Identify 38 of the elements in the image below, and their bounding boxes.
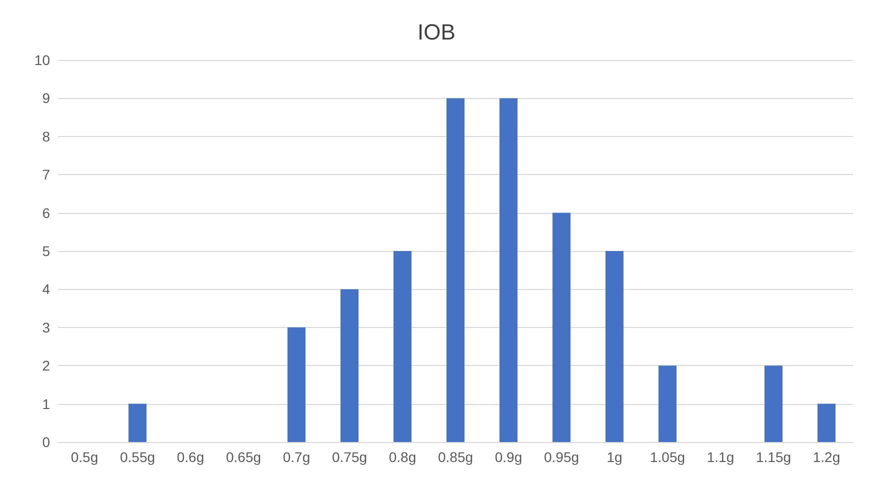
y-tick-label: 2 <box>42 358 50 374</box>
y-tick-label: 10 <box>34 52 50 68</box>
bar <box>658 366 677 442</box>
bar <box>340 289 359 442</box>
x-tick-label: 1g <box>606 449 622 465</box>
bar <box>605 251 624 442</box>
x-tick-label: 0.7g <box>282 449 310 465</box>
bar <box>499 98 518 442</box>
y-tick-label: 6 <box>42 204 50 221</box>
y-tick-label: 8 <box>42 128 50 144</box>
x-tick-label: 1.05g <box>650 449 686 465</box>
bar <box>393 251 412 442</box>
y-tick-label: 1 <box>42 396 50 412</box>
x-tick-label: 0.75g <box>332 449 368 465</box>
y-tick-label: 4 <box>42 281 50 298</box>
x-tick-label: 0.55g <box>120 449 156 465</box>
x-tick-label: 0.5g <box>70 449 98 465</box>
bar <box>446 98 465 442</box>
x-tick-label: 0.85g <box>438 449 474 465</box>
x-tick-label: 1.1g <box>706 449 734 465</box>
y-tick-label: 7 <box>42 166 50 183</box>
chart-title: IOB <box>418 20 456 44</box>
x-tick-label: 1.2g <box>812 449 840 465</box>
bar <box>764 366 783 442</box>
y-tick-label: 0 <box>42 434 50 450</box>
y-tick-label: 9 <box>42 90 50 106</box>
x-tick-label: 0.95g <box>544 449 580 465</box>
bar <box>128 404 147 442</box>
bar <box>817 404 836 442</box>
x-tick-label: 0.9g <box>494 449 522 465</box>
y-tick-label: 3 <box>42 319 50 336</box>
x-tick-label: 0.8g <box>388 449 416 465</box>
x-tick-label: 0.6g <box>176 449 204 465</box>
x-tick-label: 0.65g <box>226 449 262 465</box>
bar <box>287 327 306 442</box>
y-tick-label: 5 <box>42 243 50 259</box>
bar <box>552 212 571 442</box>
x-tick-label: 1.15g <box>756 449 792 465</box>
